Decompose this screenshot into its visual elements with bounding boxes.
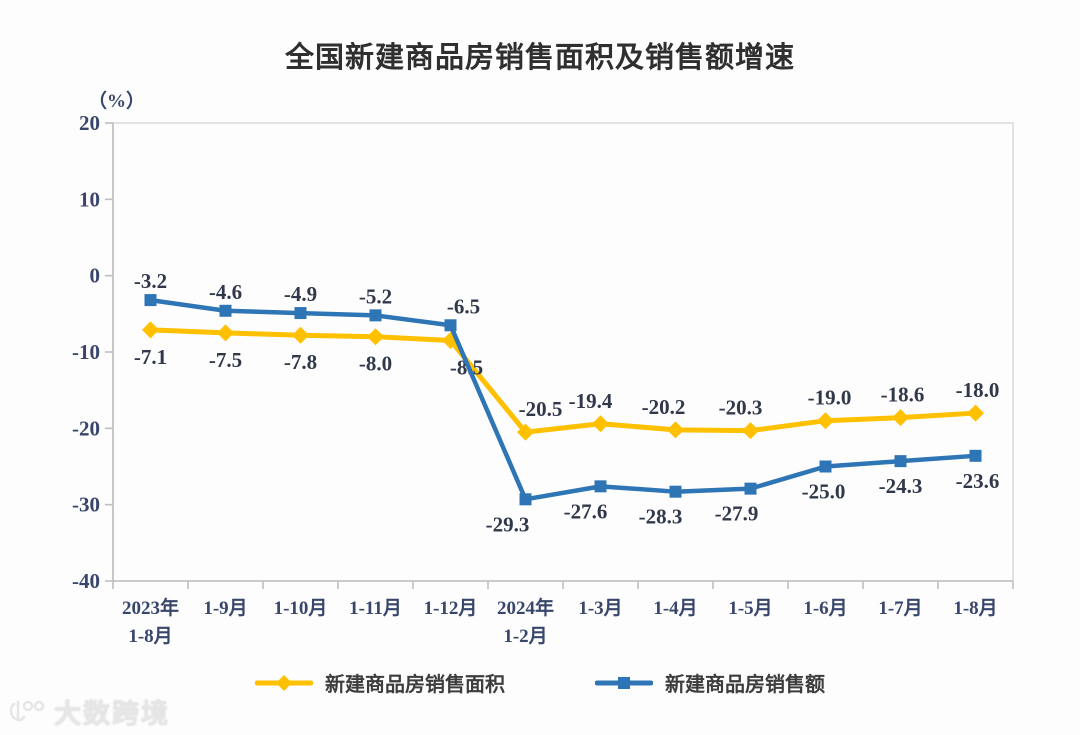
svg-text:-40: -40 [72, 569, 100, 593]
svg-text:1-9月: 1-9月 [203, 598, 247, 619]
svg-text:1-8月: 1-8月 [128, 626, 172, 647]
svg-text:1-12月: 1-12月 [424, 598, 478, 619]
sales-area-line-swatch-icon [255, 674, 313, 691]
svg-text:-20.5: -20.5 [519, 397, 563, 421]
svg-text:20: 20 [79, 111, 100, 135]
svg-text:-19.0: -19.0 [808, 386, 852, 410]
svg-text:2023年: 2023年 [122, 596, 179, 619]
sales-value-line-swatch-icon [595, 676, 653, 689]
svg-text:-23.6: -23.6 [956, 469, 1000, 493]
svg-text:-4.9: -4.9 [284, 282, 317, 306]
svg-text:1-7月: 1-7月 [878, 598, 922, 619]
svg-text:10: 10 [79, 187, 100, 211]
svg-text:-3.2: -3.2 [134, 269, 167, 293]
watermark-text: 大数跨境 [54, 699, 170, 729]
legend-item-sales-area: 新建商品房销售面积 [255, 668, 505, 697]
svg-text:-4.6: -4.6 [209, 280, 242, 304]
svg-text:-27.6: -27.6 [564, 499, 608, 523]
svg-text:-28.3: -28.3 [639, 505, 683, 529]
watermark: 大数跨境 [8, 692, 170, 731]
y-axis-unit-label: （%） [88, 91, 146, 112]
legend-item-sales-value: 新建商品房销售额 [595, 668, 825, 697]
svg-text:1-4月: 1-4月 [653, 598, 697, 619]
svg-text:-8.0: -8.0 [359, 352, 392, 376]
svg-text:-7.5: -7.5 [209, 348, 242, 372]
svg-text:-7.1: -7.1 [134, 345, 167, 369]
svg-text:1-3月: 1-3月 [578, 598, 622, 619]
svg-text:0: 0 [90, 264, 101, 288]
svg-text:1-11月: 1-11月 [349, 598, 402, 619]
svg-text:1-8月: 1-8月 [953, 598, 997, 619]
svg-text:-20.3: -20.3 [719, 396, 763, 420]
svg-text:-25.0: -25.0 [802, 480, 846, 504]
svg-text:1-2月: 1-2月 [503, 626, 547, 647]
watermark-logo-icon [9, 700, 45, 721]
svg-text:-24.3: -24.3 [879, 474, 923, 498]
svg-text:-20: -20 [72, 416, 100, 440]
legend-label-sales-area: 新建商品房销售面积 [325, 674, 505, 696]
svg-text:-19.4: -19.4 [569, 389, 613, 413]
svg-text:-6.5: -6.5 [447, 294, 480, 318]
svg-text:-10: -10 [72, 340, 100, 364]
svg-text:1-5月: 1-5月 [728, 598, 772, 619]
svg-text:-27.9: -27.9 [715, 502, 759, 526]
svg-text:-7.8: -7.8 [284, 350, 317, 374]
legend-label-sales-value: 新建商品房销售额 [665, 674, 825, 696]
svg-text:1-10月: 1-10月 [274, 598, 328, 619]
chart-title: 全国新建商品房销售面积及销售额增速 [284, 42, 795, 74]
svg-text:-5.2: -5.2 [359, 284, 392, 308]
svg-text:1-6月: 1-6月 [803, 598, 847, 619]
svg-text:-18.6: -18.6 [881, 383, 925, 407]
svg-text:-30: -30 [72, 493, 100, 517]
svg-text:2024年: 2024年 [497, 596, 554, 619]
svg-text:-18.0: -18.0 [956, 378, 1000, 402]
svg-text:-29.3: -29.3 [486, 512, 530, 536]
legend: 新建商品房销售面积 新建商品房销售额 [0, 668, 1080, 697]
svg-text:-20.2: -20.2 [642, 395, 686, 419]
